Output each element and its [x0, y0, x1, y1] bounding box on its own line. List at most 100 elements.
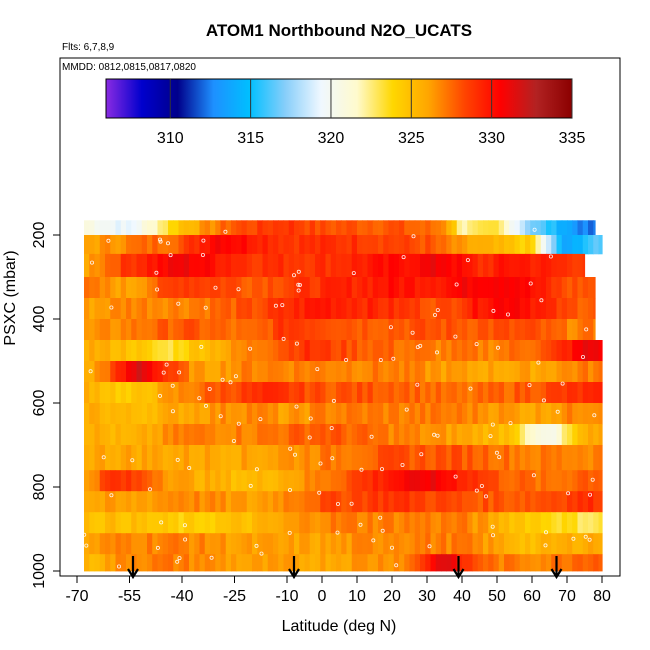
heatmap-cell	[252, 403, 258, 425]
heatmap-cell	[131, 424, 138, 446]
heatmap-cell	[593, 403, 600, 425]
heatmap-cell	[509, 533, 516, 555]
heatmap-cell	[262, 382, 269, 404]
heatmap-cell	[110, 424, 117, 446]
heatmap-cell	[183, 491, 190, 513]
heatmap-cell	[530, 533, 537, 555]
heatmap-cell	[525, 220, 531, 236]
heatmap-cell	[304, 340, 311, 362]
heatmap-cell	[393, 403, 400, 425]
heatmap-cell	[341, 235, 348, 255]
heatmap-cell	[572, 277, 579, 299]
heatmap-cell	[241, 403, 248, 425]
heatmap-cell	[99, 512, 106, 534]
heatmap-cell	[351, 361, 358, 383]
heatmap-cell	[404, 424, 411, 446]
heatmap-cell	[519, 235, 526, 255]
heatmap-cell	[357, 554, 363, 572]
heatmap-cell	[115, 424, 122, 446]
heatmap-cell	[199, 470, 206, 492]
heatmap-cell	[546, 424, 552, 446]
heatmap-cell	[504, 361, 510, 383]
heatmap-cell	[446, 298, 453, 320]
heatmap-cell	[241, 319, 248, 341]
heatmap-cell	[582, 220, 589, 236]
heatmap-cell	[199, 445, 206, 471]
heatmap-cell	[399, 319, 405, 341]
heatmap-cell	[257, 424, 264, 446]
heatmap-cell	[115, 340, 122, 362]
heatmap-cell	[241, 445, 248, 471]
heatmap-cell	[588, 277, 594, 299]
sample-point	[294, 341, 299, 346]
heatmap-cell	[304, 298, 311, 320]
heatmap-cell	[367, 277, 374, 299]
sample-point	[490, 524, 495, 529]
heatmap-cell	[278, 298, 285, 320]
heatmap-cell	[246, 319, 253, 341]
heatmap-cell	[483, 298, 489, 320]
heatmap-cell	[225, 554, 232, 572]
heatmap-cell	[593, 554, 600, 572]
heatmap-cell	[367, 424, 374, 446]
heatmap-cell	[152, 319, 159, 341]
heatmap-cell	[115, 445, 122, 471]
heatmap-cell	[378, 470, 384, 492]
heatmap-cell	[152, 445, 159, 471]
heatmap-cell	[483, 340, 489, 362]
heatmap-cell	[514, 470, 521, 492]
sample-point	[203, 305, 208, 310]
heatmap-cell	[173, 361, 180, 383]
heatmap-cell	[351, 235, 358, 255]
heatmap-cell	[367, 491, 374, 513]
heatmap-cell	[183, 470, 190, 492]
heatmap-cell	[220, 424, 227, 446]
heatmap-cell	[341, 554, 348, 572]
heatmap-cell	[567, 235, 573, 255]
heatmap-cell	[304, 424, 311, 446]
heatmap-cell	[131, 253, 138, 278]
heatmap-cell	[372, 220, 379, 236]
heatmap-cell	[105, 319, 111, 341]
heatmap-cell	[414, 277, 421, 299]
heatmap-cell	[598, 424, 603, 446]
heatmap-cell	[278, 253, 285, 278]
heatmap-cell	[393, 554, 400, 572]
heatmap-cell	[372, 533, 379, 555]
heatmap-cell	[204, 235, 211, 255]
heatmap-cell	[467, 235, 474, 255]
heatmap-cell	[152, 533, 159, 555]
heatmap-cell	[262, 277, 269, 299]
heatmap-cell	[378, 220, 384, 236]
heatmap-cell	[115, 361, 122, 383]
heatmap-cell	[273, 340, 279, 362]
heatmap-cell	[546, 340, 552, 362]
heatmap-cell	[267, 277, 274, 299]
heatmap-cell	[336, 491, 342, 513]
heatmap-cell	[152, 235, 159, 255]
heatmap-cell	[488, 445, 495, 471]
heatmap-cell	[551, 340, 558, 362]
heatmap-cell	[278, 470, 285, 492]
heatmap-cell	[110, 491, 117, 513]
heatmap-cell	[446, 445, 453, 471]
heatmap-cell	[304, 491, 311, 513]
heatmap-cell	[504, 491, 510, 513]
y-tick-label: 1000	[31, 553, 48, 589]
heatmap-cell	[425, 512, 432, 534]
heatmap-cell	[210, 470, 216, 492]
heatmap-cell	[110, 445, 117, 471]
heatmap-cell	[231, 424, 237, 446]
heatmap-cell	[204, 319, 211, 341]
heatmap-cell	[446, 470, 453, 492]
heatmap-cell	[89, 445, 96, 471]
heatmap-cell	[325, 491, 332, 513]
heatmap-cell	[540, 424, 547, 446]
heatmap-cell	[330, 382, 337, 404]
heatmap-band	[84, 445, 603, 471]
heatmap-cell	[504, 220, 510, 236]
heatmap-cell	[472, 424, 479, 446]
heatmap-cell	[236, 340, 243, 362]
heatmap-cell	[514, 253, 521, 278]
heatmap-cell	[136, 319, 143, 341]
